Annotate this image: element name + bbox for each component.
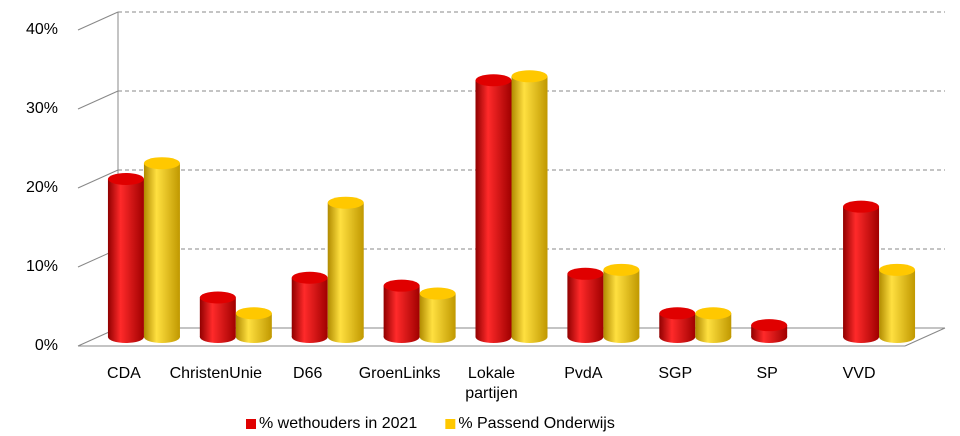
bar-body xyxy=(603,269,640,337)
bar-body xyxy=(419,293,456,337)
bar-top xyxy=(603,263,640,276)
bar xyxy=(603,263,640,343)
y-tick-label: 20% xyxy=(26,179,58,196)
bar-body xyxy=(235,313,272,337)
bar-top xyxy=(235,307,272,320)
bar-top xyxy=(107,173,144,185)
x-tick-label: GroenLinks xyxy=(358,365,441,382)
bar xyxy=(659,307,696,343)
bar-top xyxy=(419,287,456,300)
bar-top xyxy=(751,319,788,332)
x-tick-label: D66 xyxy=(293,365,323,382)
bar xyxy=(695,307,732,343)
x-tick-label: SGP xyxy=(658,365,693,382)
bar xyxy=(879,263,916,343)
bar-body xyxy=(511,76,548,338)
bar xyxy=(511,70,548,343)
bar-body xyxy=(475,80,512,337)
bar-body xyxy=(327,202,364,337)
bar-top xyxy=(843,200,880,213)
x-tick-label: CDA xyxy=(107,365,141,382)
bar-top xyxy=(199,291,236,304)
bar-body xyxy=(659,313,696,337)
bar-top xyxy=(695,307,732,320)
grid-side xyxy=(77,11,119,31)
bar xyxy=(567,267,604,343)
bar xyxy=(235,307,272,343)
y-tick-label: 10% xyxy=(26,258,58,275)
x-tick-label: ChristenUnie xyxy=(169,365,263,382)
grid-side xyxy=(77,169,119,189)
y-tick-label: 30% xyxy=(26,100,58,117)
bar-top xyxy=(659,307,696,320)
y-tick-label: 40% xyxy=(26,21,58,38)
bar-top xyxy=(511,70,548,83)
bar-body xyxy=(199,297,236,337)
legend-swatch xyxy=(445,419,456,429)
bar xyxy=(843,200,880,343)
legend-label: % Passend Onderwijs xyxy=(458,415,615,432)
bar-top xyxy=(879,263,916,276)
bar-top xyxy=(291,271,328,284)
bar xyxy=(291,271,328,343)
legend-swatch xyxy=(246,419,256,429)
bar xyxy=(475,74,512,343)
bar xyxy=(419,287,456,343)
bar-body xyxy=(143,163,180,337)
bar xyxy=(143,157,180,343)
bar xyxy=(199,291,236,343)
bar xyxy=(327,196,364,343)
bar-body xyxy=(107,179,144,337)
bar-body xyxy=(879,269,916,337)
x-tick-label: VVD xyxy=(842,365,876,382)
bar-body xyxy=(383,285,420,337)
x-tick-label: SP xyxy=(756,365,778,382)
bar-top xyxy=(567,267,604,280)
grid-side xyxy=(77,90,119,110)
y-tick-label: 0% xyxy=(35,337,58,354)
bar xyxy=(107,173,144,343)
legend-label: % wethouders in 2021 xyxy=(259,415,417,432)
x-tick-label: Lokale partijen xyxy=(465,365,518,402)
bar xyxy=(751,319,788,343)
bar-top xyxy=(143,157,180,170)
bar-body xyxy=(695,313,732,337)
bar-body xyxy=(843,206,880,337)
bar-top xyxy=(383,279,420,292)
bar-body xyxy=(291,277,328,337)
bar xyxy=(383,279,420,343)
bar-top xyxy=(327,196,364,209)
bar-body xyxy=(567,273,604,337)
bar-top xyxy=(475,74,512,87)
x-tick-label: PvdA xyxy=(564,365,603,382)
